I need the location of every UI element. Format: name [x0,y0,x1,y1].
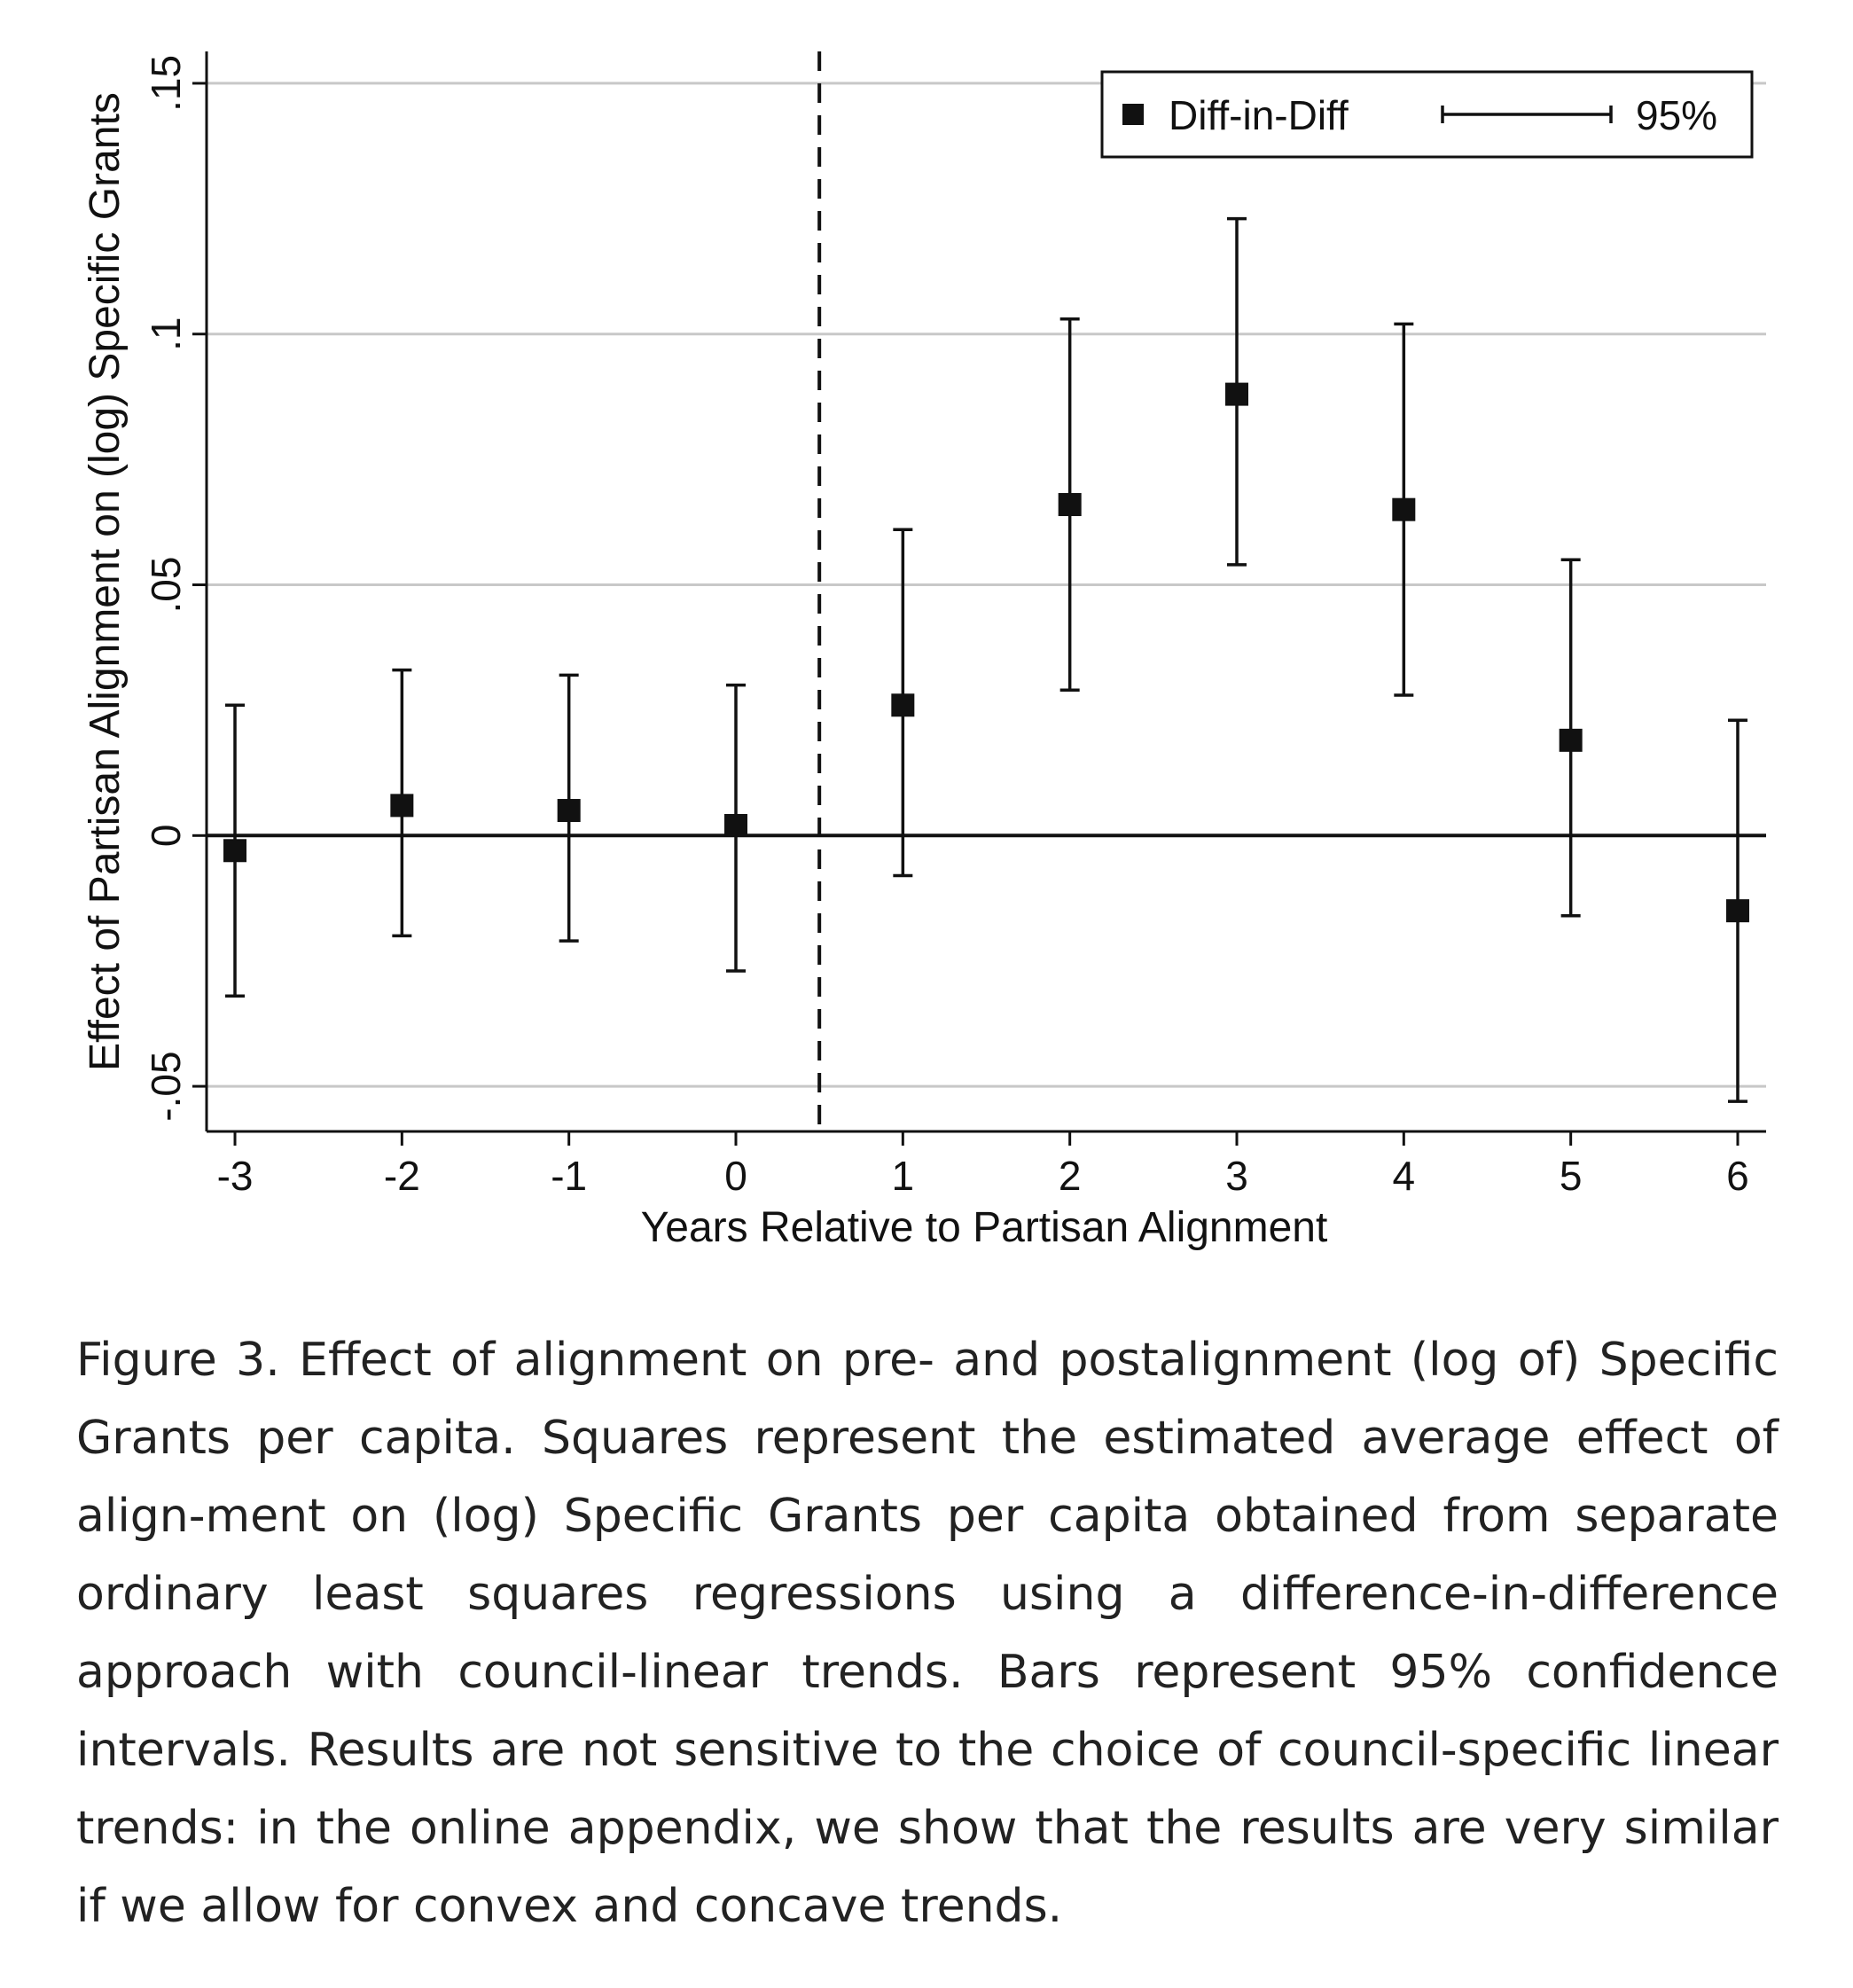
estimate-marker [223,839,247,863]
chart-figure: -.05 0 .05 .1 .15 -3 -2 -1 0 1 2 3 4 5 6 Diff-in-Diff 9… [82,51,1766,1251]
estimate-marker [1559,728,1583,752]
reference-lines [207,51,1766,1131]
estimate-marker [1725,899,1749,923]
y-tick-label: .15 [143,55,189,112]
data-points [223,216,1749,1103]
estimate-marker [1058,493,1082,517]
x-tick-label: -1 [551,1153,587,1199]
x-tick-label: 1 [892,1153,915,1199]
legend-box [1100,70,1754,159]
x-tick-label: 2 [1059,1153,1082,1199]
legend: Diff-in-Diff 95% [1100,70,1754,159]
x-tick-label: 6 [1726,1153,1749,1199]
chart-svg: -.05 0 .05 .1 .15 -3 -2 -1 0 1 2 3 4 5 6 Diff-in-Diff 9… [82,51,1766,1251]
x-tick-label: 5 [1560,1153,1583,1199]
estimate-marker [891,693,915,717]
y-tick-label: 0 [143,825,189,848]
legend-label-95: 95% [1636,92,1717,138]
x-tick-label: -2 [384,1153,420,1199]
y-tick-label: .1 [143,317,189,351]
figure-caption: Figure 3. Effect of alignment on pre- an… [76,1334,1779,1933]
x-tick-label: 0 [724,1153,747,1199]
estimate-marker [390,794,414,818]
gridlines [207,82,1766,1088]
y-tick-label: .05 [143,557,189,614]
x-axis-title: Years Relative to Partisan Alignment [641,1204,1328,1251]
legend-label-diff-in-diff: Diff-in-Diff [1169,92,1349,138]
estimate-marker [1392,497,1416,521]
x-tick-label: -3 [217,1153,254,1199]
estimate-marker [1224,382,1248,406]
legend-marker-swatch [1122,104,1144,125]
y-axis-title: Effect of Partisan Alignment on (log) Sp… [82,92,129,1071]
estimate-marker [557,799,581,823]
axes: -.05 0 .05 .1 .15 -3 -2 -1 0 1 2 3 4 5 6 [143,51,1766,1199]
x-tick-label: 4 [1393,1153,1416,1199]
estimate-marker [724,813,748,837]
x-tick-label: 3 [1225,1153,1248,1199]
y-tick-label: -.05 [143,1051,189,1121]
